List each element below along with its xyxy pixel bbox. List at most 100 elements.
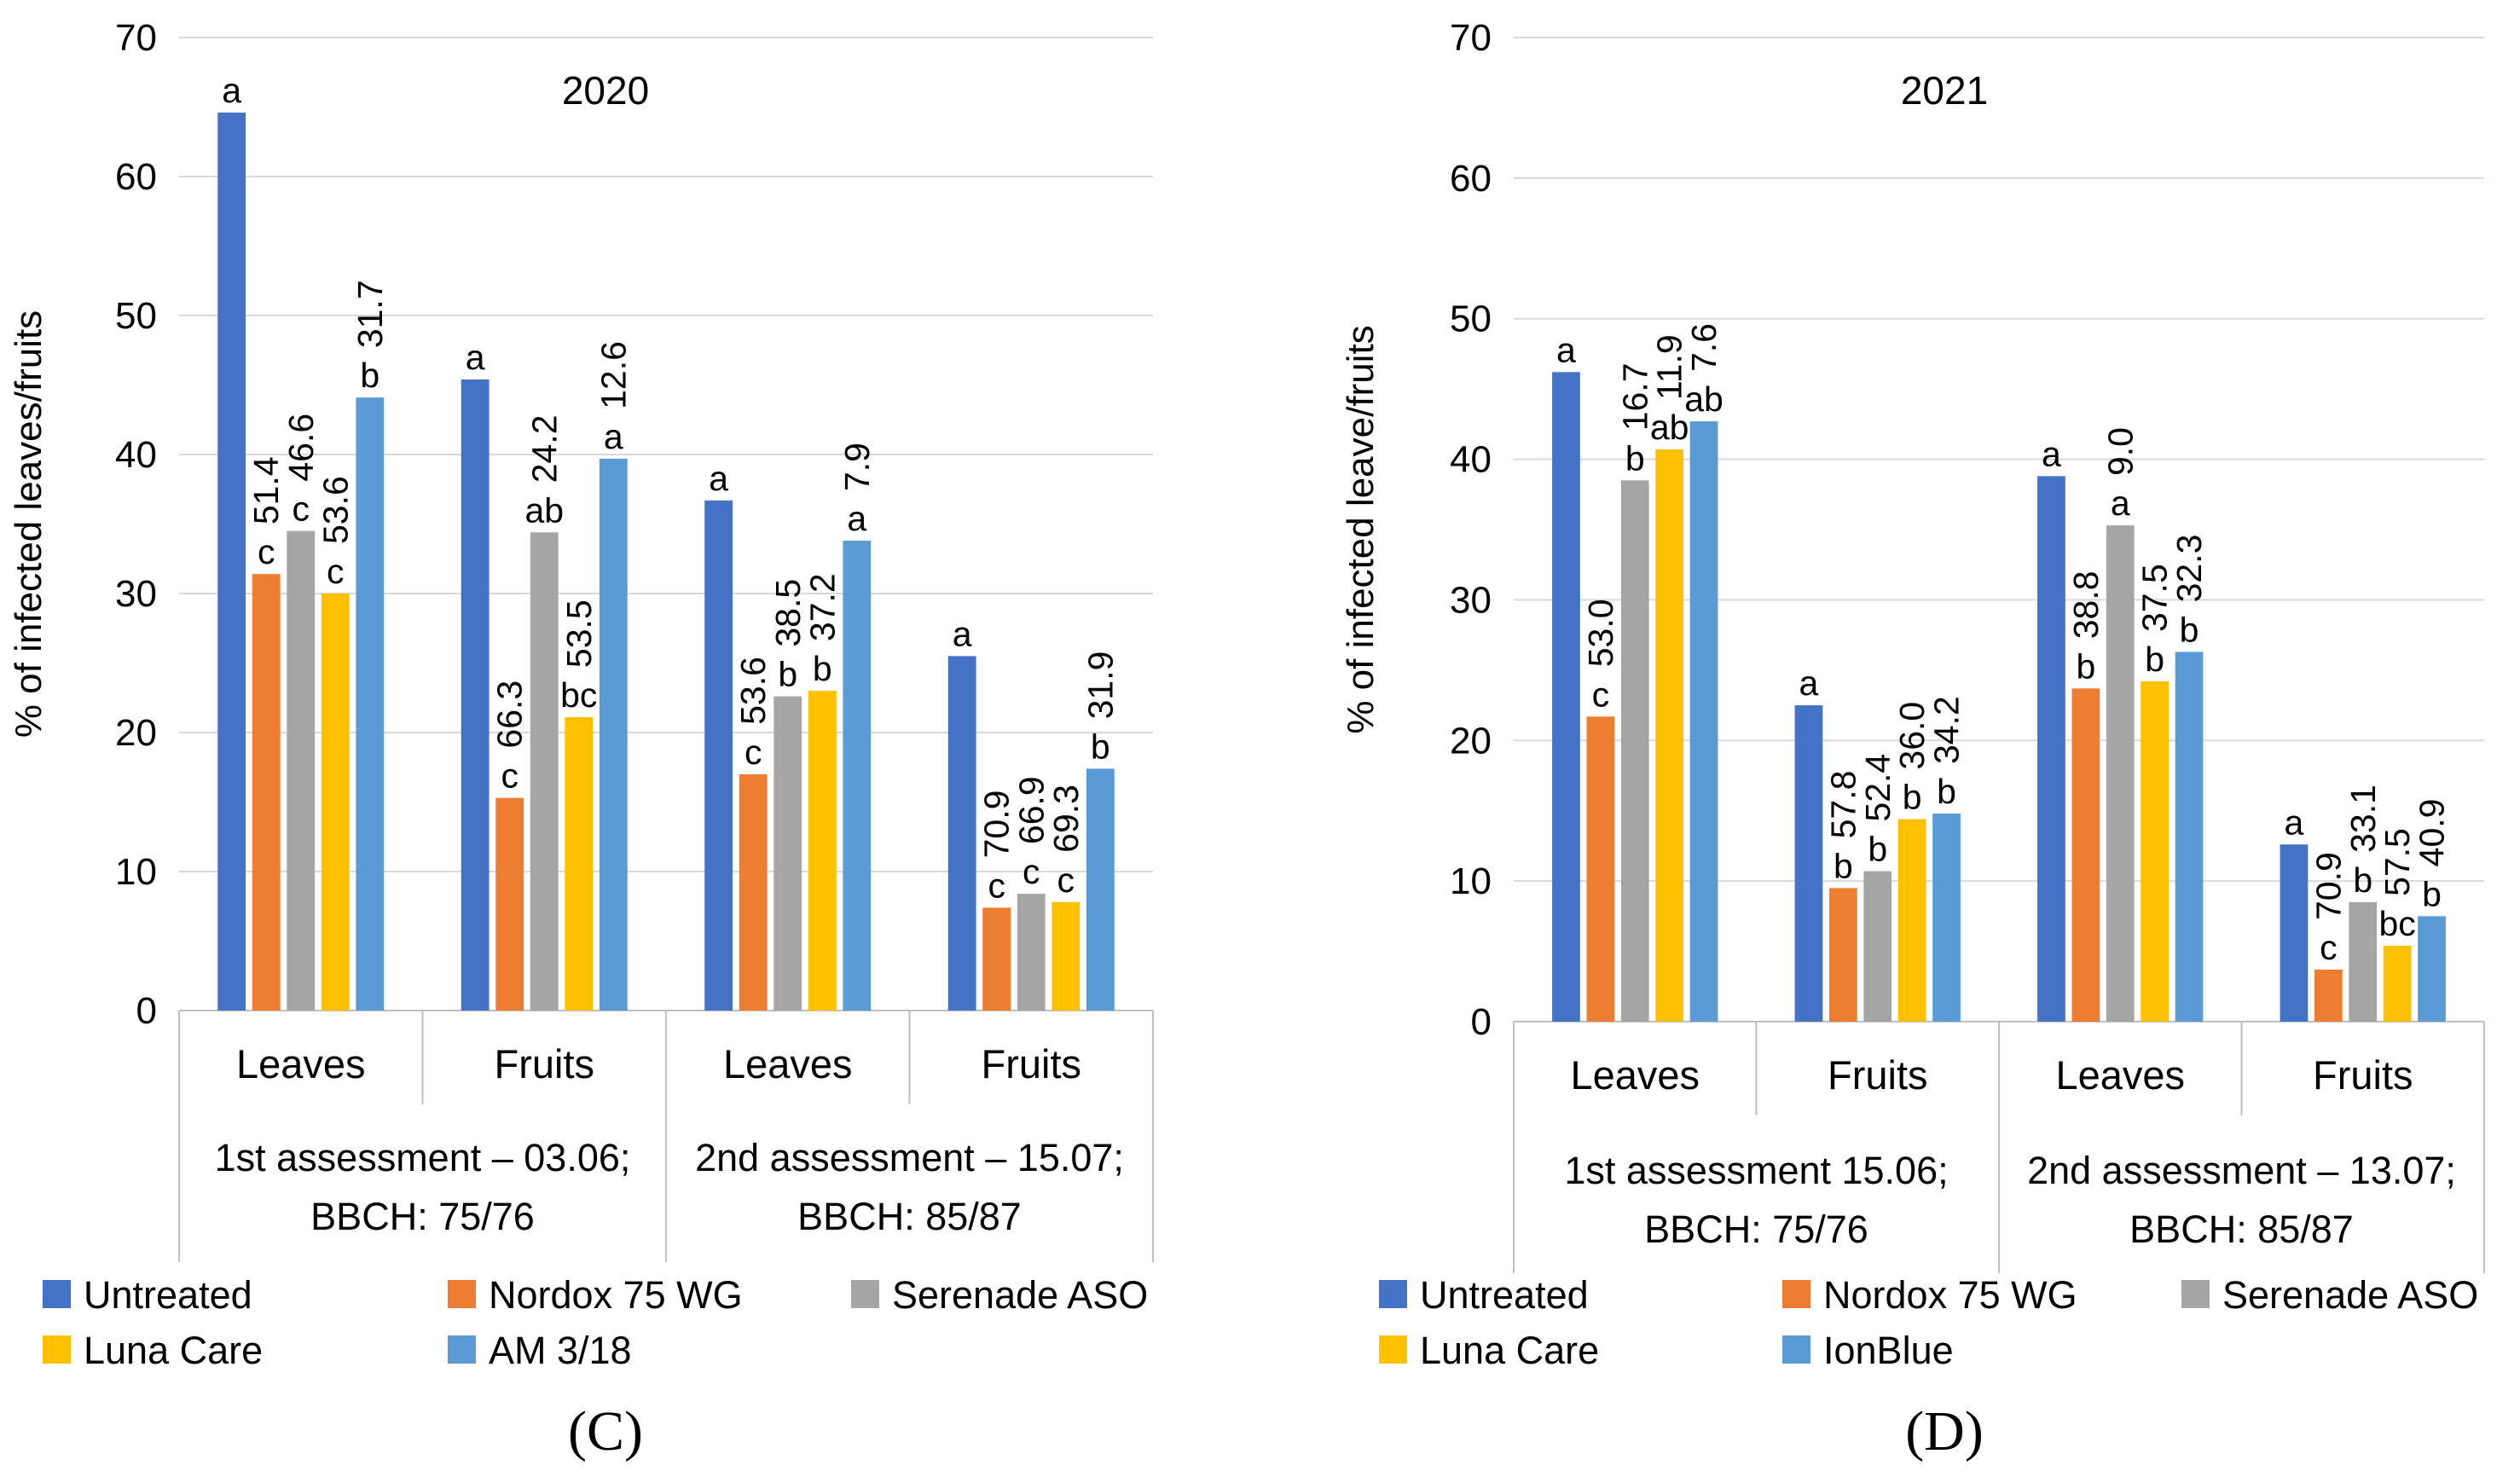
bar xyxy=(773,696,802,1011)
y-axis-title: % of infected leave/fruits xyxy=(1340,325,1382,733)
y-tick-label: 50 xyxy=(1450,298,1492,340)
efficacy-label: 38.5 xyxy=(768,579,808,647)
bar xyxy=(1828,888,1857,1022)
bar xyxy=(1794,705,1823,1022)
legend-label: Untreated xyxy=(84,1273,252,1317)
bar xyxy=(321,594,350,1011)
efficacy-label: 16.7 xyxy=(1615,362,1654,431)
y-tick-label: 20 xyxy=(1450,720,1492,762)
significance-letter: b xyxy=(1091,727,1110,766)
significance-letter: b xyxy=(2422,874,2442,913)
significance-letter: a xyxy=(2111,484,2130,523)
bar xyxy=(704,500,733,1011)
bar xyxy=(1655,449,1684,1022)
significance-letter: c xyxy=(293,489,310,529)
x-category-label: Fruits xyxy=(495,1041,595,1086)
x-category-label: Fruits xyxy=(982,1041,1082,1086)
x-category-label: Leaves xyxy=(236,1041,366,1086)
efficacy-label: 51.4 xyxy=(246,456,286,524)
significance-letter: bc xyxy=(2378,904,2415,943)
significance-letter: b xyxy=(1868,830,1887,869)
significance-letter: c xyxy=(988,866,1005,905)
x-category-label: Leaves xyxy=(1570,1052,1700,1098)
x-category-label: Leaves xyxy=(2055,1052,2185,1098)
x-category-label: Fruits xyxy=(2313,1052,2413,1098)
significance-letter: ab xyxy=(524,490,564,530)
significance-letter: b xyxy=(1834,846,1853,885)
efficacy-label: 70.9 xyxy=(2309,852,2348,920)
significance-letter: b xyxy=(2180,610,2199,649)
efficacy-label: 66.9 xyxy=(1011,776,1051,844)
bar xyxy=(808,691,837,1011)
bar xyxy=(739,773,768,1011)
bar xyxy=(252,574,281,1011)
bar xyxy=(2071,688,2100,1022)
legend-swatch xyxy=(43,1335,71,1364)
significance-letter: ab xyxy=(1684,379,1723,419)
significance-letter: a xyxy=(466,338,485,377)
efficacy-label: 70.9 xyxy=(977,791,1017,859)
bar xyxy=(1863,871,1892,1022)
efficacy-label: 53.0 xyxy=(1581,599,1620,667)
group-label: BBCH: 75/76 xyxy=(310,1195,535,1238)
group-label: BBCH: 75/76 xyxy=(1644,1208,1868,1251)
y-tick-label: 60 xyxy=(1450,158,1492,200)
bar xyxy=(1552,372,1580,1022)
legend-swatch xyxy=(1782,1280,1810,1308)
y-tick-label: 10 xyxy=(115,851,157,893)
significance-letter: a xyxy=(847,499,866,538)
y-axis-title: % of infected leaves/fruits xyxy=(8,310,49,738)
bar xyxy=(843,541,872,1011)
panel-label: (D) xyxy=(1905,1400,1984,1463)
significance-letter: b xyxy=(2076,646,2095,686)
significance-letter: ab xyxy=(1650,408,1689,447)
significance-letter: c xyxy=(258,532,275,571)
bar xyxy=(2314,970,2343,1022)
efficacy-label: 12.6 xyxy=(594,341,633,409)
significance-letter: a xyxy=(953,614,972,653)
significance-letter: b xyxy=(1903,778,1922,817)
bar xyxy=(217,113,246,1011)
significance-letter: a xyxy=(2285,802,2304,842)
y-tick-label: 40 xyxy=(1450,439,1492,481)
efficacy-label: 31.7 xyxy=(350,280,390,348)
chart-title: 2020 xyxy=(562,68,649,113)
significance-letter: b xyxy=(1625,438,1645,478)
group-label: BBCH: 85/87 xyxy=(2129,1208,2354,1251)
legend-label: Untreated xyxy=(1420,1273,1589,1317)
efficacy-label: 40.9 xyxy=(2413,799,2452,867)
significance-letter: c xyxy=(1022,852,1040,891)
efficacy-label: 34.2 xyxy=(1927,696,1967,764)
bar xyxy=(530,532,559,1011)
efficacy-label: 38.8 xyxy=(2066,571,2106,639)
x-category-label: Fruits xyxy=(1828,1052,1928,1098)
y-tick-label: 30 xyxy=(115,573,157,615)
group-label: 2nd assessment – 13.07; xyxy=(2027,1149,2456,1192)
bar xyxy=(599,458,628,1011)
efficacy-label: 36.0 xyxy=(1892,702,1932,770)
significance-letter: b xyxy=(360,356,379,395)
efficacy-label: 32.3 xyxy=(2170,535,2209,603)
bar xyxy=(1689,421,1718,1022)
bar xyxy=(1017,894,1046,1011)
bar xyxy=(2037,476,2065,1022)
significance-letter: c xyxy=(327,552,345,591)
efficacy-label: 37.2 xyxy=(802,573,842,641)
bar xyxy=(2280,844,2309,1022)
significance-letter: c xyxy=(1592,675,1610,714)
bar xyxy=(1051,901,1080,1011)
bar xyxy=(2349,901,2378,1022)
panel-label: (C) xyxy=(568,1400,643,1463)
significance-letter: b xyxy=(813,649,832,688)
x-category-label: Leaves xyxy=(723,1041,853,1086)
legend-label: Serenade ASO xyxy=(892,1273,1148,1317)
bar xyxy=(2141,681,2170,1022)
y-tick-label: 20 xyxy=(115,712,157,754)
bar xyxy=(1586,716,1615,1022)
legend-label: IonBlue xyxy=(1823,1329,1954,1372)
significance-letter: c xyxy=(501,756,518,796)
bar xyxy=(461,379,490,1011)
significance-letter: b xyxy=(2145,640,2164,679)
group-label: 1st assessment 15.06; xyxy=(1564,1149,1948,1192)
